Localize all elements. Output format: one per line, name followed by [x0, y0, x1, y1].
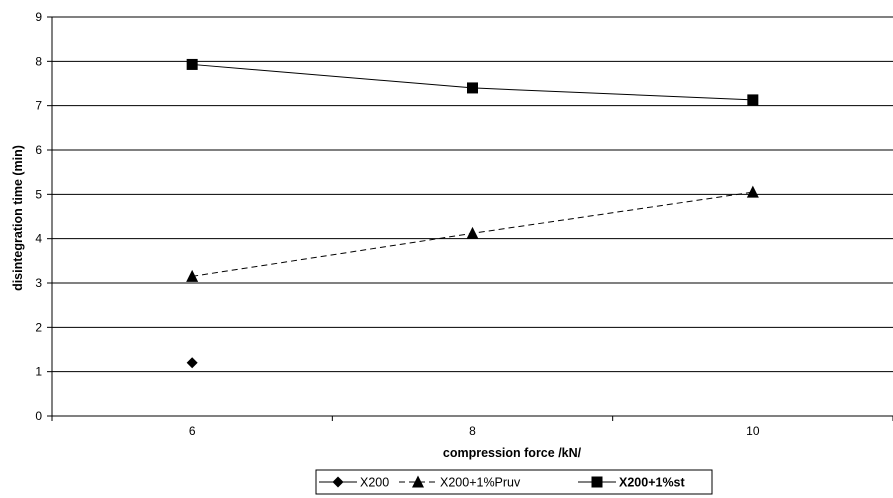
- y-axis-title: disintegration time (min): [11, 145, 25, 291]
- y-tick-label: 5: [35, 187, 42, 201]
- tick-labels: 0 1 2 3 4 5 6 7 8 9 6 8 10: [35, 10, 760, 438]
- legend-box: [315, 469, 713, 495]
- y-tick-label: 4: [35, 232, 42, 246]
- data-point-series-2: [466, 226, 479, 239]
- y-tick-label: 7: [35, 99, 42, 113]
- gridlines: [52, 16, 893, 373]
- data-point-series-2: [746, 185, 759, 198]
- x-tick-label: 6: [189, 424, 196, 438]
- legend: X200 X200+1%Pruv X200+1%st: [315, 469, 713, 495]
- legend-label-2: X200+1%Pruv: [440, 476, 521, 490]
- x-tick-label: 10: [746, 424, 760, 438]
- series-layer: [186, 58, 759, 369]
- axes: [47, 16, 893, 421]
- legend-marker-2: [412, 475, 424, 488]
- data-point-series-3: [186, 58, 198, 70]
- y-tick-label: 9: [35, 10, 42, 24]
- x-axis-title: compression force /kN/: [443, 446, 582, 460]
- data-point-series-3: [467, 82, 478, 94]
- legend-marker-1: [332, 476, 344, 488]
- data-point-series-3: [747, 94, 759, 106]
- data-point-series-2: [186, 269, 199, 282]
- y-tick-label: 6: [35, 143, 42, 157]
- legend-label-1: X200: [360, 476, 389, 490]
- y-tick-label: 0: [35, 409, 42, 423]
- y-tick-label: 8: [35, 54, 42, 68]
- legend-marker-3: [591, 476, 603, 488]
- series-line-3: [192, 63, 753, 101]
- y-tick-label: 3: [35, 276, 42, 290]
- x-tick-label: 8: [469, 424, 476, 438]
- y-tick-label: 2: [35, 320, 42, 334]
- y-tick-label: 1: [35, 365, 42, 379]
- data-point-series-1: [186, 357, 198, 369]
- legend-label-3: X200+1%st: [619, 476, 686, 490]
